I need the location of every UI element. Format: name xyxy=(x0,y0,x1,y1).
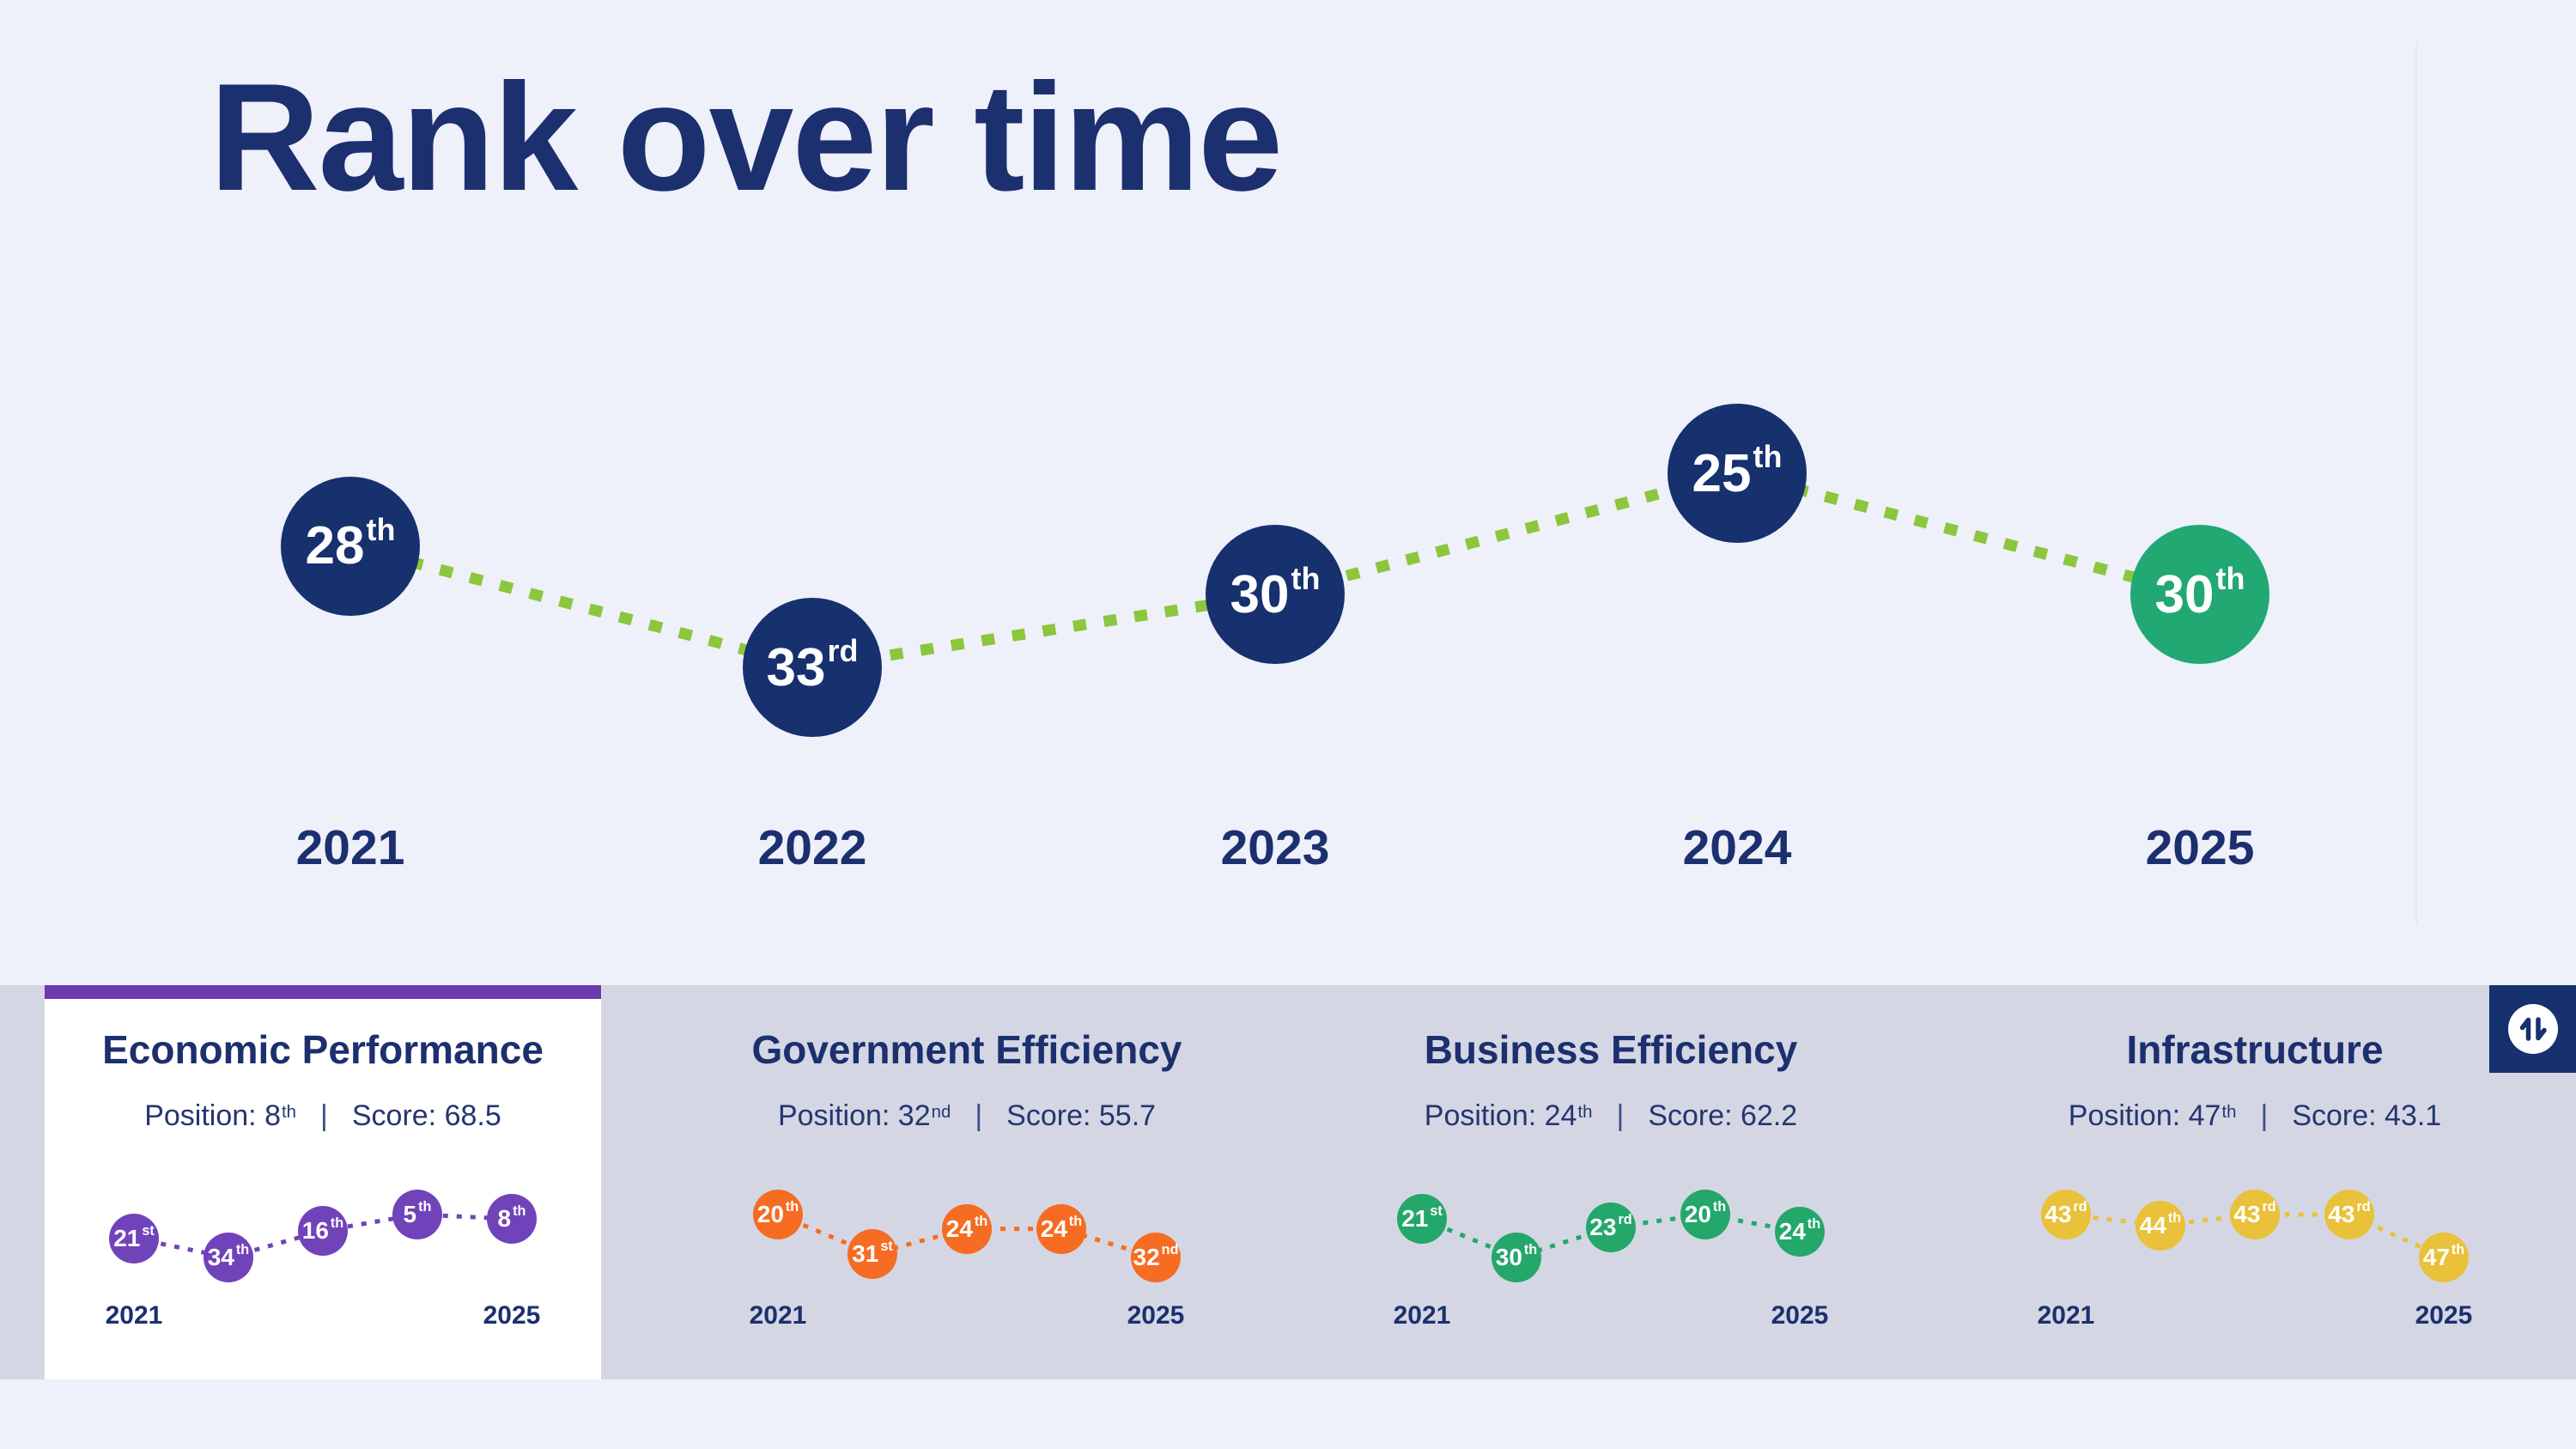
position-label: Position: xyxy=(777,1099,898,1132)
score-value: 55.7 xyxy=(1098,1099,1157,1132)
card-meta: Position: 24th | Score: 62.2 xyxy=(1333,1099,1889,1134)
separator: | xyxy=(1616,1099,1625,1132)
card-title: Business Efficiency xyxy=(1424,1027,1798,1072)
rank-ordinal-suffix: th xyxy=(366,512,396,548)
main-axis-label-2022: 2022 xyxy=(757,820,867,875)
position-ordinal-suffix: nd xyxy=(931,1102,951,1122)
score-value: 62.2 xyxy=(1741,1099,1798,1132)
position-label: Position: xyxy=(144,1099,265,1132)
separator: | xyxy=(320,1099,328,1132)
score-label: Score: xyxy=(1648,1099,1741,1132)
rank-number: 28 xyxy=(305,516,365,576)
main-trend-line xyxy=(349,467,2202,673)
score-value: 43.1 xyxy=(2385,1099,2442,1132)
divider-line xyxy=(2415,43,2417,923)
card-business-efficiency[interactable]: Business Efficiency Position: 24th | Score… xyxy=(1333,985,1889,1379)
position-label: Position: xyxy=(2068,1099,2189,1132)
card-title: Economic Performance xyxy=(102,1027,544,1072)
card-title: Government Efficiency xyxy=(751,1027,1182,1072)
rank-ordinal-suffix: th xyxy=(2215,560,2245,596)
rank-ordinal-suffix: rd xyxy=(827,633,859,669)
score-value: 68.5 xyxy=(444,1099,501,1132)
rank-ordinal-suffix: th xyxy=(1753,439,1783,475)
position-label: Position: xyxy=(1424,1099,1545,1132)
main-axis-label-2023: 2023 xyxy=(1220,820,1330,875)
main-axis-label-2024: 2024 xyxy=(1682,820,1792,875)
main-axis-label-2021: 2021 xyxy=(295,820,405,875)
card-title: Infrastructure xyxy=(2126,1027,2384,1072)
separator: | xyxy=(975,1099,983,1132)
page-title: Rank over time xyxy=(210,52,1283,222)
rank-number: 30 xyxy=(2154,564,2215,624)
separator: | xyxy=(2260,1099,2269,1132)
position-value: 47 xyxy=(2188,1099,2221,1132)
rank-number: 25 xyxy=(1692,443,1752,503)
card-accent-bar xyxy=(45,985,601,999)
position-ordinal-suffix: th xyxy=(2221,1102,2237,1122)
position-value: 32 xyxy=(897,1099,931,1132)
score-label: Score: xyxy=(351,1099,445,1132)
rank-number: 33 xyxy=(766,637,826,697)
position-ordinal-suffix: th xyxy=(282,1102,297,1122)
card-meta: Position: 8th | Score: 68.5 xyxy=(45,1099,601,1134)
position-ordinal-suffix: th xyxy=(1577,1102,1593,1122)
card-economic-performance[interactable]: Economic Performance Position: 8th | Score… xyxy=(45,985,601,1379)
main-axis-label-2025: 2025 xyxy=(2145,820,2255,875)
score-label: Score: xyxy=(1006,1099,1099,1132)
position-value: 24 xyxy=(1544,1099,1577,1132)
card-infrastructure[interactable]: Infrastructure Position: 47th | Score: 43.… xyxy=(1977,985,2533,1379)
card-meta: Position: 32nd | Score: 55.7 xyxy=(689,1099,1245,1134)
sort-button[interactable] xyxy=(2489,985,2576,1073)
rank-ordinal-suffix: th xyxy=(1291,560,1321,596)
position-value: 8 xyxy=(264,1099,281,1132)
rank-number: 30 xyxy=(1230,564,1290,624)
score-label: Score: xyxy=(2292,1099,2385,1132)
card-meta: Position: 47th | Score: 43.1 xyxy=(1977,1099,2533,1134)
card-government-efficiency[interactable]: Government Efficiency Position: 32nd | Sco… xyxy=(689,985,1245,1379)
swap-vertical-icon xyxy=(2507,1004,2558,1054)
